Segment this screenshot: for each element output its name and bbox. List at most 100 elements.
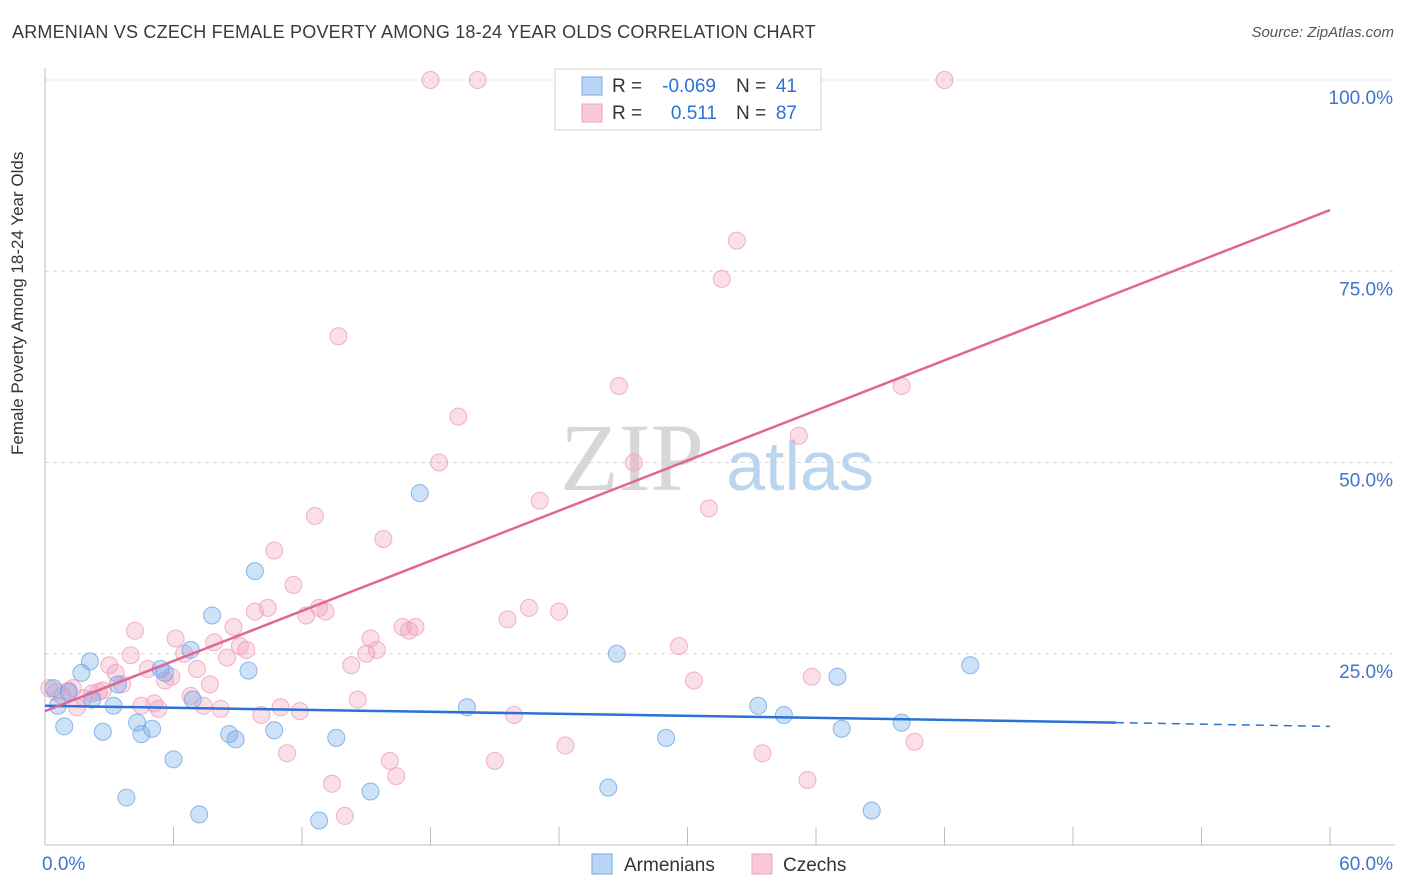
axes: [44, 68, 1395, 846]
czechs-point: [669, 637, 688, 656]
stats-r-value: 0.511: [671, 103, 717, 124]
czechs-point: [335, 806, 354, 825]
czechs-point: [609, 377, 628, 395]
chart-title: ARMENIAN VS CZECH FEMALE POVERTY AMONG 1…: [12, 22, 816, 42]
armenians-point: [832, 719, 851, 738]
czechs-point: [252, 705, 271, 724]
armenians-point: [80, 652, 99, 671]
x-tick-label: 60.0%: [1339, 854, 1393, 875]
czechs-point: [329, 327, 348, 346]
armenians-point: [203, 606, 222, 625]
czechs-point: [802, 667, 821, 686]
legend-swatch-armenians[interactable]: [591, 853, 613, 875]
armenians-point: [239, 661, 258, 680]
armenians-point: [361, 782, 380, 801]
czechs-point: [258, 598, 277, 617]
czechs-point: [200, 675, 219, 694]
czechs-point: [224, 617, 243, 636]
armenians-point: [55, 717, 74, 736]
y-tick-label: 50.0%: [1339, 471, 1393, 492]
x-tick-label: 0.0%: [42, 854, 85, 875]
czechs-point: [699, 499, 718, 518]
czechs-trend-line: [44, 208, 1331, 713]
czechs-point: [322, 774, 341, 793]
czechs-point: [100, 656, 119, 675]
czechs-point: [316, 602, 335, 621]
stats-r-label: R =: [612, 76, 642, 97]
armenians-point: [143, 719, 162, 738]
czechs-point: [556, 736, 575, 755]
czechs-point: [367, 640, 386, 659]
armenians-point: [828, 667, 847, 686]
czechs-point: [905, 732, 924, 751]
armenians-point: [190, 805, 209, 824]
stats-n-label: N =: [736, 76, 766, 97]
armenians-point: [607, 644, 626, 663]
czechs-point: [265, 541, 284, 560]
czechs-point: [505, 705, 524, 724]
czechs-point: [485, 751, 504, 770]
czechs-point: [798, 770, 817, 789]
armenians-point: [132, 725, 151, 744]
czechs-point: [361, 629, 380, 648]
czechs-point: [520, 598, 539, 617]
czechs-point: [290, 702, 309, 721]
armenians-point: [226, 730, 245, 749]
czechs-point: [188, 660, 207, 679]
armenians-point: [657, 728, 676, 747]
armenians-trend-extension: [1115, 721, 1331, 728]
czechs-point: [468, 71, 487, 89]
armenians-point: [310, 811, 329, 830]
bottom-legend: Armenians Czechs: [591, 853, 846, 876]
stats-r-label: R =: [612, 103, 642, 124]
czechs-point: [624, 453, 643, 472]
stats-n-label: N =: [736, 103, 766, 124]
armenians-point: [774, 705, 793, 724]
stats-swatch-czechs: [581, 103, 603, 123]
czechs-point: [530, 491, 549, 510]
czechs-point: [194, 696, 213, 715]
czechs-point: [374, 530, 393, 548]
czechs-point: [284, 575, 303, 594]
y-tick-label: 100.0%: [1329, 88, 1394, 109]
y-tick-label: 25.0%: [1339, 662, 1393, 683]
czechs-point: [935, 71, 954, 89]
czechs-point: [305, 507, 324, 526]
legend-label-czechs[interactable]: Czechs: [783, 855, 846, 876]
czechs-point: [121, 646, 140, 665]
czechs-point: [278, 744, 297, 763]
czechs-point: [406, 617, 425, 636]
czechs-point: [712, 269, 731, 288]
armenians-point: [749, 696, 768, 715]
czechs-point: [550, 602, 568, 621]
czechs-point: [218, 648, 237, 667]
czechs-point: [684, 671, 703, 690]
armenians-trend-line: [44, 704, 1116, 724]
czechs-point: [166, 629, 185, 648]
legend-label-armenians[interactable]: Armenians: [624, 855, 715, 876]
czechs-point: [348, 690, 367, 709]
czechs-point: [125, 621, 144, 640]
trend-lines: [44, 208, 1331, 728]
stats-swatch-armenians: [581, 76, 603, 96]
watermark-zip: ZIP: [560, 404, 704, 511]
czechs-point: [380, 751, 399, 770]
armenians-point: [961, 656, 980, 675]
armenians-point: [93, 722, 112, 741]
stats-n-value: 41: [776, 76, 797, 97]
czechs-point: [789, 426, 808, 445]
source-label: Source: ZipAtlas.com: [1251, 24, 1394, 41]
armenians-point: [862, 801, 881, 820]
armenians-point: [892, 713, 911, 732]
czechs-point: [421, 71, 440, 89]
armenians-point: [410, 484, 429, 503]
czechs-point: [342, 656, 361, 675]
czechs-point: [430, 453, 449, 472]
czechs-point: [106, 663, 125, 682]
armenians-point: [117, 788, 136, 807]
armenians-point: [265, 721, 284, 740]
legend-swatch-czechs[interactable]: [751, 853, 773, 875]
armenians-point: [44, 679, 63, 698]
y-tick-label: 75.0%: [1339, 279, 1393, 300]
armenians-point: [599, 778, 618, 797]
